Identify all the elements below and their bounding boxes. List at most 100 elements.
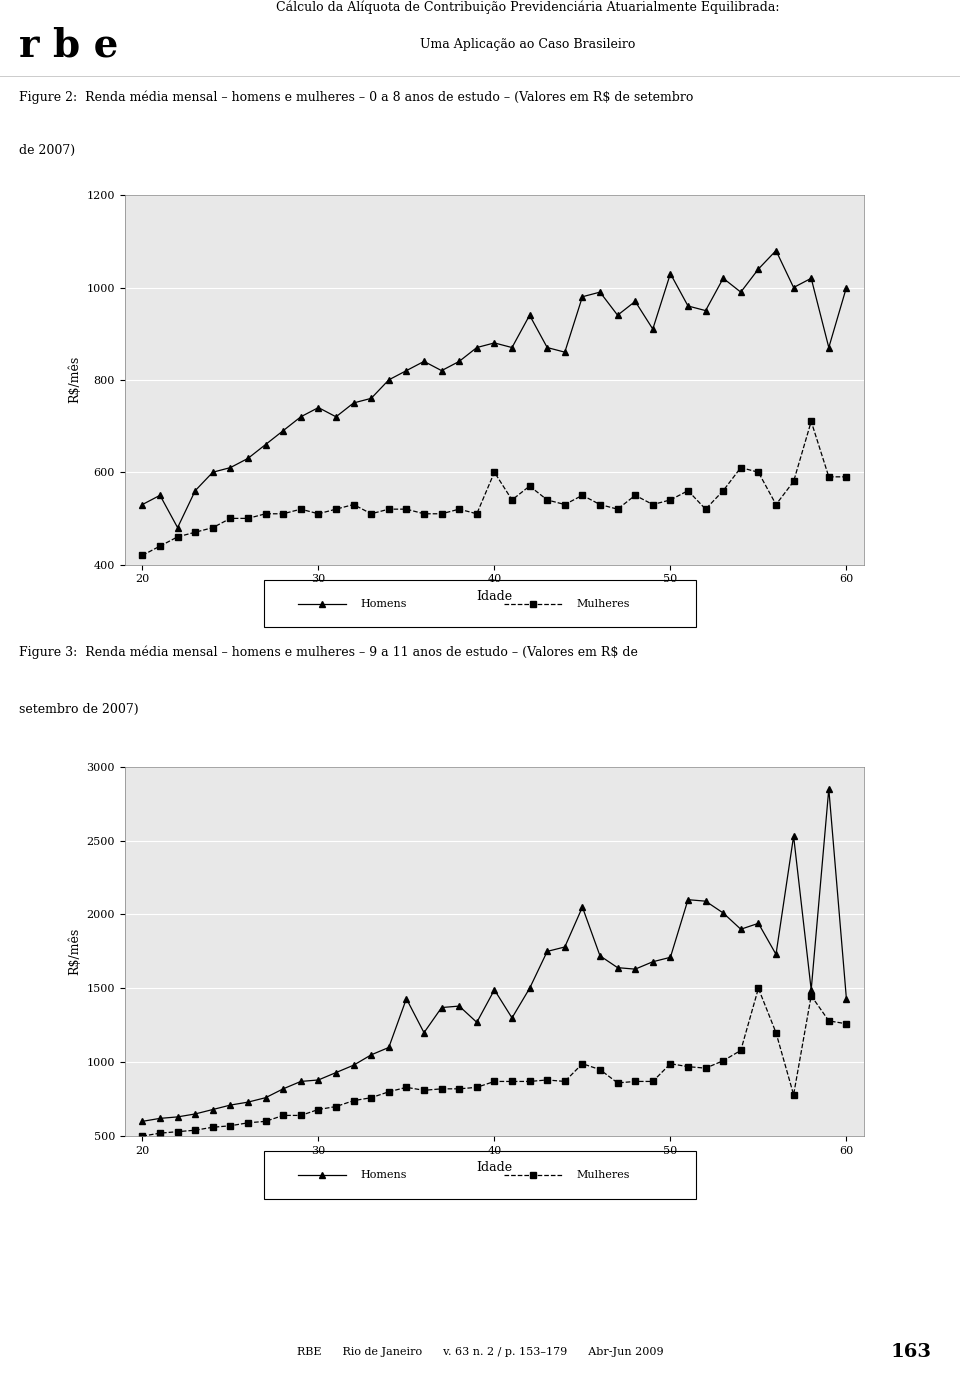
Mulheres [189, 1122, 201, 1139]
Homens [366, 1047, 377, 1064]
Mulheres [664, 492, 676, 509]
Homens [753, 914, 764, 931]
Mulheres [630, 1073, 641, 1090]
Text: Figure 2:  Renda média mensal – homens e mulheres – 0 a 8 anos de estudo – (Valo: Figure 2: Renda média mensal – homens e … [19, 91, 693, 105]
Mulheres [594, 1061, 606, 1078]
Homens [295, 1073, 306, 1090]
Mulheres [383, 1083, 395, 1100]
Homens [330, 1064, 342, 1080]
Mulheres [489, 464, 500, 481]
Homens [823, 339, 834, 355]
Homens [753, 261, 764, 277]
Line: Mulheres: Mulheres [139, 418, 850, 559]
Homens [400, 990, 412, 1006]
Homens [489, 981, 500, 998]
Homens [559, 344, 570, 361]
Homens [453, 998, 465, 1015]
Homens [735, 921, 747, 938]
Mulheres [136, 1128, 148, 1144]
Homens [207, 464, 219, 481]
Text: Homens: Homens [360, 598, 406, 609]
Homens [260, 436, 272, 453]
Homens [277, 422, 289, 439]
Mulheres [559, 1073, 570, 1090]
Homens [805, 270, 817, 287]
Mulheres [471, 1079, 483, 1096]
Mulheres [348, 496, 359, 513]
Homens [419, 1025, 430, 1041]
Mulheres [489, 1073, 500, 1090]
Mulheres [436, 1080, 447, 1097]
Homens [594, 284, 606, 301]
Homens [541, 942, 553, 959]
Text: Figure 3:  Renda média mensal – homens e mulheres – 9 a 11 anos de estudo – (Val: Figure 3: Renda média mensal – homens e … [19, 645, 638, 659]
Mulheres [612, 500, 623, 517]
Homens [453, 353, 465, 369]
Text: Uma Aplicação ao Caso Brasileiro: Uma Aplicação ao Caso Brasileiro [420, 38, 636, 52]
Homens [788, 828, 800, 845]
Homens [630, 293, 641, 309]
Homens [436, 362, 447, 379]
Text: setembro de 2007): setembro de 2007) [19, 703, 139, 717]
Text: Mulheres: Mulheres [576, 1170, 630, 1181]
Mulheres [277, 506, 289, 523]
Homens [436, 999, 447, 1016]
Mulheres [419, 1082, 430, 1098]
Homens [717, 905, 729, 921]
Homens [172, 520, 183, 537]
Mulheres [506, 492, 517, 509]
Text: 163: 163 [890, 1344, 931, 1361]
Homens [524, 980, 536, 997]
Homens [400, 362, 412, 379]
Mulheres [295, 500, 306, 517]
Homens [577, 289, 588, 305]
Homens [330, 408, 342, 425]
Homens [419, 353, 430, 369]
X-axis label: Idade: Idade [476, 1161, 513, 1174]
Homens [647, 953, 659, 970]
Homens [172, 1108, 183, 1125]
Mulheres [419, 506, 430, 523]
Homens [348, 395, 359, 411]
Homens [313, 399, 324, 415]
Mulheres [735, 459, 747, 475]
Homens [770, 947, 781, 963]
Mulheres [700, 1059, 711, 1076]
Mulheres [366, 506, 377, 523]
Text: Cálculo da Alíquota de Contribuição Previdenciária Atuarialmente Equilibrada:: Cálculo da Alíquota de Contribuição Prev… [276, 0, 780, 14]
Mulheres [506, 1073, 517, 1090]
Mulheres [805, 413, 817, 429]
Mulheres [260, 1112, 272, 1129]
Mulheres [788, 1086, 800, 1103]
Homens [155, 487, 166, 503]
Mulheres [172, 1124, 183, 1140]
Mulheres [400, 1079, 412, 1096]
Homens [136, 1112, 148, 1129]
Mulheres [172, 528, 183, 545]
Mulheres [277, 1107, 289, 1124]
Text: RBE      Rio de Janeiro      v. 63 n. 2 / p. 153–179      Abr-Jun 2009: RBE Rio de Janeiro v. 63 n. 2 / p. 153–1… [297, 1347, 663, 1358]
Y-axis label: R$/mês: R$/mês [68, 928, 81, 974]
Mulheres [559, 496, 570, 513]
Mulheres [612, 1075, 623, 1092]
Mulheres [436, 506, 447, 523]
Homens [823, 781, 834, 797]
Homens [225, 459, 236, 475]
Mulheres [330, 1098, 342, 1115]
Mulheres [805, 987, 817, 1004]
Mulheres [683, 1058, 694, 1075]
Homens [242, 450, 253, 467]
Homens [489, 335, 500, 351]
Homens [717, 270, 729, 287]
Homens [506, 1009, 517, 1026]
Mulheres [594, 496, 606, 513]
Mulheres [136, 546, 148, 563]
Mulheres [823, 468, 834, 485]
Mulheres [400, 500, 412, 517]
Mulheres [524, 1073, 536, 1090]
Mulheres [577, 1055, 588, 1072]
Homens [770, 243, 781, 259]
Homens [594, 948, 606, 965]
Mulheres [207, 520, 219, 537]
Mulheres [823, 1012, 834, 1029]
